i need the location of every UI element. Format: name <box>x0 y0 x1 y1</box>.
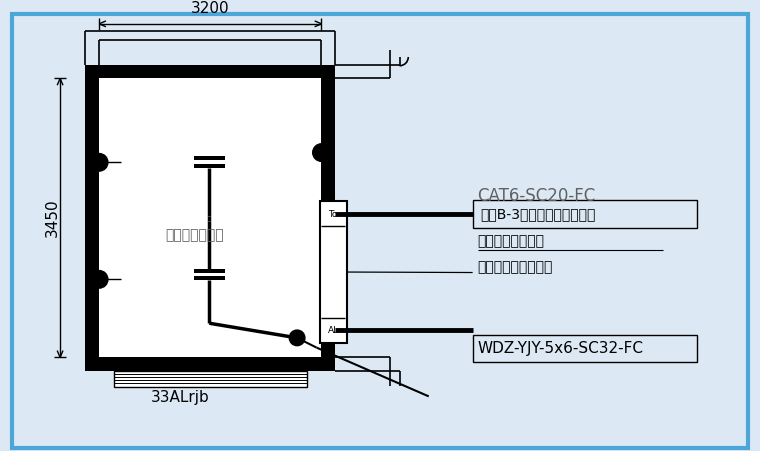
Bar <box>85 357 335 371</box>
Text: （由人防部门提供）: （由人防部门提供） <box>477 261 553 275</box>
Bar <box>114 371 307 387</box>
FancyBboxPatch shape <box>12 14 748 448</box>
Bar <box>85 65 99 371</box>
Bar <box>194 164 225 168</box>
Text: 3450: 3450 <box>45 198 60 237</box>
Bar <box>85 65 335 78</box>
Bar <box>319 201 347 343</box>
Text: 引自B-3号楼电井弱电交接筱: 引自B-3号楼电井弱电交接筱 <box>480 207 596 221</box>
Bar <box>473 335 697 362</box>
Bar <box>473 200 697 228</box>
Circle shape <box>90 153 108 171</box>
Circle shape <box>312 144 331 161</box>
Circle shape <box>90 271 108 288</box>
Text: 人防警报器控制筱: 人防警报器控制筱 <box>477 235 544 249</box>
Text: WDZ-YJY-5x6-SC32-FC: WDZ-YJY-5x6-SC32-FC <box>477 341 644 356</box>
Text: To: To <box>328 210 338 218</box>
Text: 3200: 3200 <box>191 1 230 16</box>
Text: 33ALrjb: 33ALrjb <box>150 390 210 405</box>
Bar <box>99 78 321 357</box>
Bar <box>194 269 225 272</box>
Text: 人防警报控制室: 人防警报控制室 <box>166 229 224 243</box>
Bar <box>321 65 335 371</box>
Text: AL: AL <box>328 326 339 335</box>
Bar <box>194 156 225 161</box>
Text: CAT6-SC20-FC: CAT6-SC20-FC <box>477 188 596 206</box>
Circle shape <box>290 330 305 345</box>
Bar <box>194 276 225 281</box>
Bar <box>319 201 347 343</box>
Bar <box>114 371 307 387</box>
